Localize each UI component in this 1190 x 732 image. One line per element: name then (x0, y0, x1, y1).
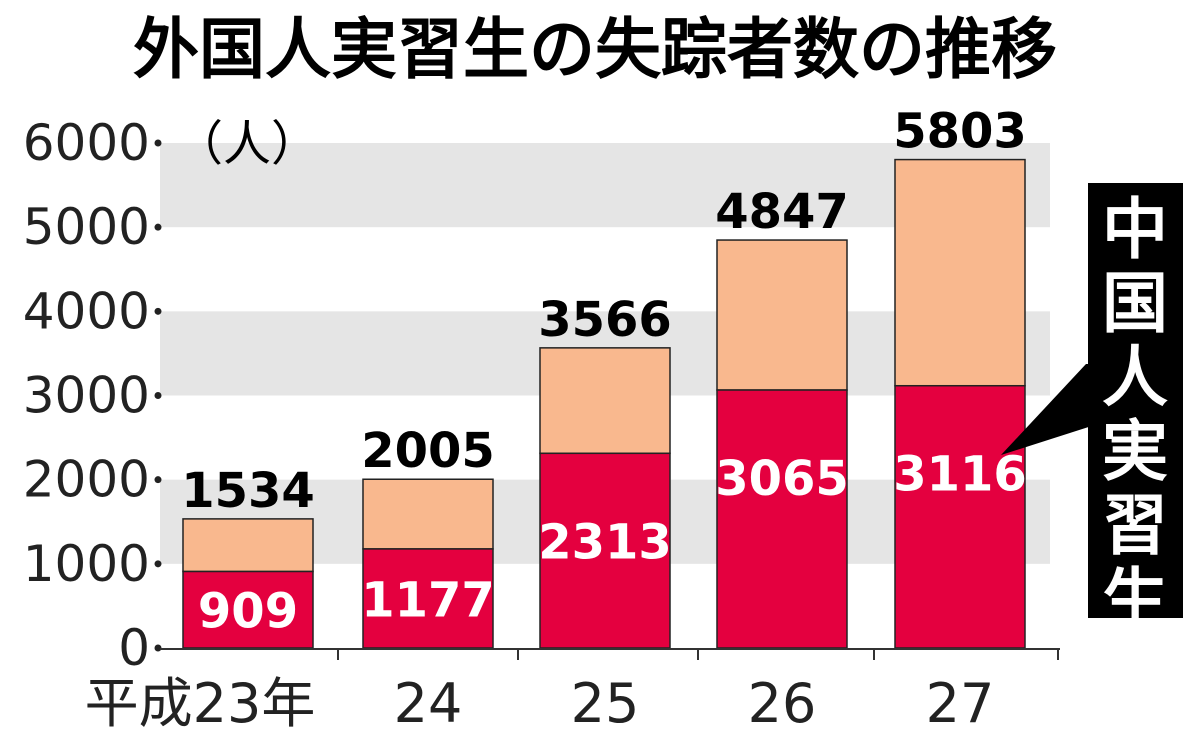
bar-total-label: 1534 (181, 463, 315, 519)
bar-chinese-segment (362, 548, 494, 649)
callout-label-char: 人 (1102, 339, 1168, 416)
bar-value-label: 3116 (893, 447, 1027, 503)
callout-label-char: 国 (1102, 265, 1168, 342)
y-tick-label: 5000 (23, 198, 150, 256)
bar-chinese-segment (894, 384, 1026, 649)
bar-other-segment (539, 347, 671, 455)
bar-chinese-segment (182, 570, 314, 649)
y-tick-mark (154, 139, 162, 147)
bar-other-segment (716, 239, 848, 391)
x-tick-label: 24 (394, 672, 463, 732)
y-tick-mark (154, 307, 162, 315)
callout-box (1088, 183, 1183, 618)
callout-label-char: 実 (1102, 413, 1168, 490)
y-tick-mark (154, 392, 162, 399)
x-axis: 平成23年 24 25 26 27 (85, 648, 1060, 732)
bar-value-label: 2313 (538, 514, 672, 570)
bar-total-label: 2005 (361, 423, 495, 479)
y-axis: 0 1000 2000 3000 4000 5000 6000 (23, 114, 162, 677)
bar-other-segment (182, 518, 314, 573)
callout-label-char: 生 (1102, 561, 1168, 638)
x-tick-label: 25 (571, 672, 640, 732)
bar-value-label: 1177 (361, 572, 495, 628)
y-tick-label: 2000 (23, 451, 150, 509)
bars: 1534 909 2005 1177 3566 2313 4847 3065 5803 3116 (181, 104, 1027, 649)
x-tick-label: 平成23年 (85, 672, 316, 732)
y-tick-label: 3000 (23, 367, 150, 425)
x-tick-label: 27 (926, 672, 995, 732)
y-tick-mark (154, 560, 162, 568)
bar-total-label: 4847 (715, 184, 849, 240)
y-tick-mark (154, 476, 162, 484)
bar-other-segment (894, 158, 1026, 387)
y-tick-mark (154, 223, 162, 231)
callout-label-char: 中 (1102, 191, 1168, 268)
callout-label-char: 習 (1102, 487, 1168, 564)
bar-chinese-segment (716, 389, 848, 649)
bar-value-label: 909 (198, 584, 298, 640)
y-tick-label: 0 (118, 619, 150, 677)
bar-total-label: 5803 (893, 104, 1027, 160)
bar-value-label: 3065 (715, 451, 849, 507)
y-tick-label: 1000 (23, 535, 150, 593)
bar-chinese-segment (539, 452, 671, 649)
y-unit-label: （人） (175, 116, 319, 172)
x-tick-label: 26 (748, 672, 817, 732)
bar-total-label: 3566 (538, 292, 672, 348)
bar-other-segment (362, 478, 494, 550)
y-tick-mark (154, 644, 162, 652)
y-tick-label: 6000 (23, 114, 150, 172)
y-tick-label: 4000 (23, 282, 150, 340)
chart-title: 外国人実習生の失踪者数の推移 (133, 11, 1057, 88)
